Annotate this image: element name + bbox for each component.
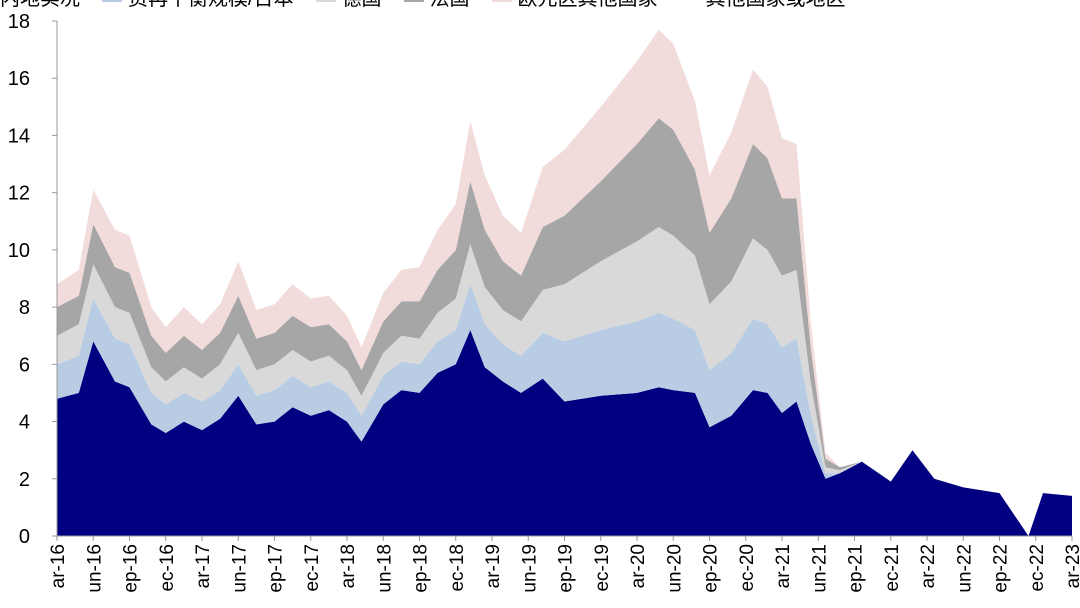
area-series-1 <box>57 284 1072 536</box>
x-tick-label: ar-23 <box>1063 544 1080 588</box>
legend-swatch <box>491 0 512 2</box>
legend-swatch <box>102 0 122 2</box>
x-tick-label: un-16 <box>84 544 105 593</box>
x-tick-label: ep-19 <box>556 544 577 593</box>
x-tick-label: ec-19 <box>592 544 613 592</box>
x-tick-label: un-21 <box>809 544 830 593</box>
x-tick-label: ec-17 <box>302 544 323 592</box>
y-tick-label: 12 <box>8 183 30 205</box>
x-tick-label: un-22 <box>954 544 975 593</box>
legend-item: 内地实况 <box>0 0 80 11</box>
x-tick-label: ar-16 <box>48 544 69 588</box>
x-tick-label: ep-16 <box>121 544 142 593</box>
x-tick-label: ar-22 <box>918 544 939 588</box>
legend-label: 内地实况 <box>0 0 80 11</box>
x-tick-label: ec-16 <box>157 544 178 592</box>
legend-label: 欧元区其他国家 <box>518 0 658 11</box>
legend-item: 资再平衡规模/日本 <box>102 0 294 11</box>
x-tick-label: ar-18 <box>338 544 359 588</box>
x-tick-label: ec-20 <box>737 544 758 592</box>
area-series-0 <box>57 330 1072 536</box>
x-tick-label: ar-17 <box>193 544 214 588</box>
legend-item: 德国 <box>315 0 382 11</box>
legend: 内地实况 资再平衡规模/日本 德国 法国 欧元区其他国家 其他国家或地区 <box>0 0 868 10</box>
legend-label: 资再平衡规模/日本 <box>128 0 294 11</box>
x-tick-label: ep-20 <box>701 544 722 593</box>
legend-swatch <box>315 0 336 2</box>
legend-item: 其他国家或地区 <box>679 0 846 11</box>
x-tick-label: un-20 <box>664 544 685 593</box>
x-tick-label: ep-21 <box>846 544 867 593</box>
x-tick-label: ep-17 <box>266 544 287 593</box>
y-tick-label: 8 <box>19 297 30 319</box>
y-tick-label: 10 <box>8 240 30 262</box>
x-tick-label: ep-18 <box>411 544 432 593</box>
y-tick-label: 4 <box>19 412 30 434</box>
y-tick-label: 16 <box>8 68 30 90</box>
legend-item: 法国 <box>403 0 470 11</box>
x-tick-label: ec-22 <box>1027 544 1048 592</box>
x-tick-label: ar-21 <box>773 544 794 588</box>
area-series-2 <box>57 227 1072 536</box>
x-tick-label: un-19 <box>519 544 540 593</box>
y-tick-label: 0 <box>19 526 30 548</box>
legend-item: 欧元区其他国家 <box>491 0 658 11</box>
legend-label: 德国 <box>342 0 382 11</box>
x-tick-label: ec-18 <box>447 544 468 592</box>
x-tick-label: ar-19 <box>483 544 504 588</box>
x-tick-label: un-18 <box>374 544 395 593</box>
x-tick-label: un-17 <box>229 544 250 593</box>
legend-swatch <box>403 0 424 2</box>
x-tick-label: ar-20 <box>628 544 649 588</box>
y-tick-label: 6 <box>19 354 30 376</box>
x-tick-label: ep-22 <box>991 544 1012 593</box>
legend-label: 其他国家或地区 <box>706 0 846 11</box>
x-tick-label: ec-21 <box>882 544 903 592</box>
y-tick-label: 18 <box>8 11 30 33</box>
y-tick-label: 14 <box>8 125 30 147</box>
y-tick-label: 2 <box>19 469 30 491</box>
legend-swatch <box>679 0 700 2</box>
legend-label: 法国 <box>430 0 470 11</box>
